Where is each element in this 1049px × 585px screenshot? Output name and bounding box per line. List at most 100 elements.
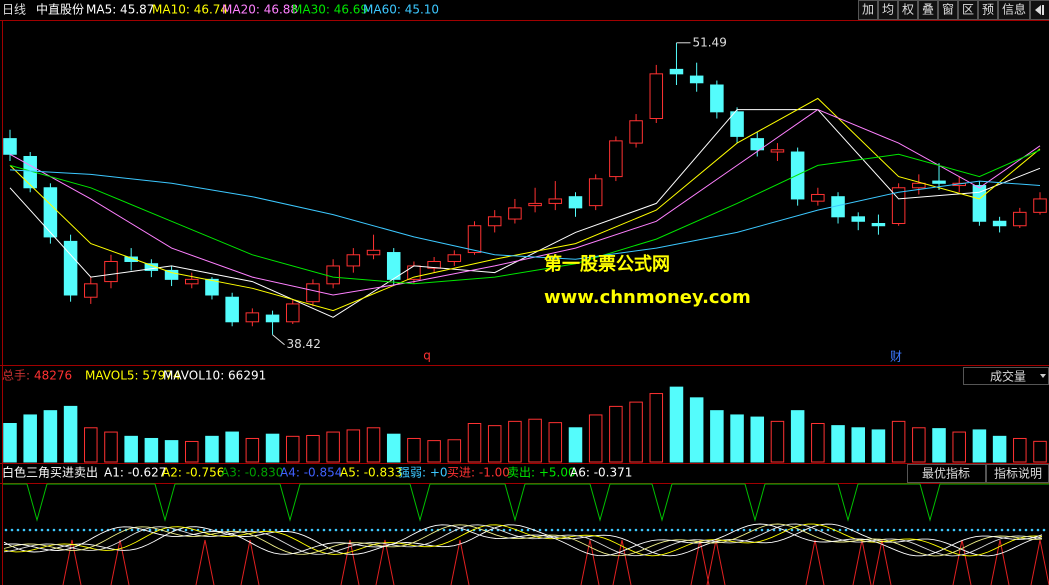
toolbar-label[interactable]: 区 bbox=[962, 3, 974, 17]
dot bbox=[958, 528, 962, 532]
toolbar-button[interactable] bbox=[898, 0, 918, 20]
dot bbox=[988, 528, 992, 532]
indicator-value: 买进: -1.00 bbox=[447, 466, 510, 480]
dot bbox=[646, 528, 650, 532]
ma-label: MA30: 46.69 bbox=[292, 3, 368, 17]
toolbar-button[interactable] bbox=[978, 0, 998, 20]
volume-bar bbox=[205, 435, 219, 463]
candle-body bbox=[689, 75, 704, 84]
volume-bar bbox=[972, 429, 987, 463]
volume-bar bbox=[750, 416, 765, 463]
toolbar-button[interactable] bbox=[938, 0, 958, 20]
dot bbox=[1018, 528, 1022, 532]
toolbar-button[interactable] bbox=[998, 0, 1030, 20]
volume-bar bbox=[487, 425, 502, 463]
dot bbox=[994, 528, 998, 532]
dot bbox=[1024, 528, 1028, 532]
dot bbox=[886, 528, 890, 532]
dot bbox=[856, 528, 860, 532]
volume-selector[interactable]: 成交量 bbox=[963, 367, 1049, 385]
dot bbox=[634, 528, 638, 532]
toolbar-label[interactable]: 信息 bbox=[1002, 2, 1026, 17]
button[interactable]: 最优指标 bbox=[922, 466, 970, 481]
dot bbox=[598, 528, 602, 532]
indicator-value: A2: -0.756 bbox=[162, 466, 224, 480]
dropdown-arrow[interactable] bbox=[1040, 374, 1046, 378]
ma-label: MA5: 45.87 bbox=[86, 3, 154, 17]
dot bbox=[280, 528, 284, 532]
dot bbox=[274, 528, 278, 532]
dot bbox=[700, 528, 704, 532]
dot bbox=[880, 528, 884, 532]
volume-bar bbox=[629, 401, 643, 463]
button[interactable]: 指标说明 bbox=[994, 466, 1042, 481]
ma-label: MA10: 46.74 bbox=[152, 3, 228, 17]
dot bbox=[502, 528, 506, 532]
dot bbox=[130, 528, 134, 532]
candle-body bbox=[124, 256, 138, 262]
toolbar: 加均权叠窗区预信息 bbox=[858, 0, 1049, 20]
volume-bar bbox=[851, 427, 865, 463]
event-marker[interactable]: 财 bbox=[890, 350, 902, 364]
oscillator-line bbox=[3, 523, 1043, 557]
volume-bar bbox=[467, 423, 482, 463]
sell-triangle bbox=[651, 483, 673, 522]
icon[interactable] bbox=[1035, 5, 1044, 15]
dot bbox=[376, 528, 380, 532]
dot bbox=[166, 528, 170, 532]
candle-body bbox=[649, 73, 664, 120]
dot bbox=[268, 528, 272, 532]
dot bbox=[118, 528, 122, 532]
candle-body bbox=[629, 120, 643, 144]
toolbar-label[interactable]: 均 bbox=[882, 3, 894, 17]
period[interactable]: 日线 bbox=[2, 3, 26, 17]
candle-body bbox=[932, 180, 946, 184]
dot bbox=[526, 528, 530, 532]
volume-bar bbox=[790, 410, 805, 463]
dot bbox=[292, 528, 296, 532]
button-box[interactable] bbox=[907, 464, 986, 483]
dot bbox=[910, 528, 914, 532]
dot bbox=[964, 528, 968, 532]
candle-body bbox=[225, 296, 239, 323]
selector-label[interactable]: 成交量 bbox=[990, 369, 1026, 384]
toolbar-label[interactable]: 叠 bbox=[922, 3, 934, 17]
volume-bar bbox=[104, 431, 118, 463]
dot bbox=[442, 528, 446, 532]
sell-triangle bbox=[26, 483, 48, 522]
volume-bar bbox=[285, 435, 300, 463]
toolbar-label[interactable]: 加 bbox=[862, 3, 874, 17]
ma-line bbox=[9, 169, 1041, 260]
dot bbox=[604, 528, 608, 532]
dot bbox=[40, 528, 44, 532]
dot bbox=[112, 528, 116, 532]
dot bbox=[46, 528, 50, 532]
mavol5: MAVOL5: 57974 bbox=[85, 369, 181, 383]
toolbar-label[interactable]: 预 bbox=[982, 3, 994, 17]
event-marker[interactable]: q bbox=[423, 349, 431, 363]
sell-triangle bbox=[279, 483, 301, 522]
buy-triangle bbox=[990, 539, 1010, 585]
indicator-value: A4: -0.854 bbox=[280, 466, 342, 480]
toolbar-button[interactable] bbox=[958, 0, 978, 20]
candle-body bbox=[972, 185, 987, 222]
candle-body bbox=[427, 260, 441, 269]
toolbar-label[interactable]: 权 bbox=[902, 3, 914, 17]
dot bbox=[826, 528, 830, 532]
toolbar-button[interactable] bbox=[918, 0, 938, 20]
dot bbox=[538, 528, 542, 532]
dot bbox=[4, 528, 8, 532]
dot bbox=[982, 528, 986, 532]
dot bbox=[16, 528, 20, 532]
candle-body bbox=[568, 196, 583, 209]
toolbar-button[interactable] bbox=[858, 0, 878, 20]
volume-bar bbox=[669, 386, 684, 463]
toolbar-button[interactable] bbox=[878, 0, 898, 20]
ma-line bbox=[9, 97, 1041, 312]
dot bbox=[1000, 528, 1004, 532]
dot bbox=[1006, 528, 1010, 532]
dot bbox=[820, 528, 824, 532]
dot bbox=[970, 528, 974, 532]
candle-body bbox=[326, 265, 340, 285]
toolbar-label[interactable]: 窗 bbox=[942, 3, 954, 17]
